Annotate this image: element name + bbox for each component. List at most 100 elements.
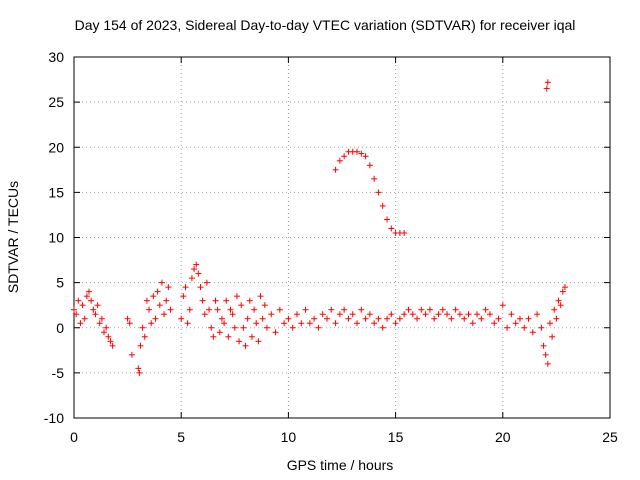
- data-point: [81, 315, 88, 322]
- data-point: [257, 293, 264, 300]
- data-point: [128, 351, 135, 358]
- chart-title: Day 154 of 2023, Sidereal Day-to-day VTE…: [75, 17, 576, 33]
- data-point: [156, 302, 163, 309]
- data-point: [328, 306, 335, 313]
- data-point: [94, 302, 101, 309]
- data-point: [184, 320, 191, 327]
- y-tick-label: 30: [48, 49, 64, 65]
- data-point: [499, 302, 506, 309]
- data-points: [71, 79, 568, 376]
- data-point: [233, 293, 240, 300]
- data-point: [452, 306, 459, 313]
- data-point: [302, 306, 309, 313]
- data-point: [227, 306, 234, 313]
- data-point: [557, 302, 564, 309]
- data-point: [253, 320, 260, 327]
- data-point: [193, 261, 200, 268]
- data-point: [135, 365, 142, 372]
- y-tick-label: 15: [48, 184, 64, 200]
- data-point: [268, 311, 275, 318]
- data-point: [561, 284, 568, 291]
- data-point: [354, 148, 361, 155]
- data-point: [491, 320, 498, 327]
- data-point: [152, 315, 159, 322]
- data-point: [242, 342, 249, 349]
- data-point: [418, 306, 425, 313]
- data-point: [167, 306, 174, 313]
- data-point: [240, 324, 247, 331]
- x-tick-label: 15: [388, 429, 404, 445]
- data-point: [495, 315, 502, 322]
- data-point: [124, 315, 131, 322]
- data-point: [109, 342, 116, 349]
- data-point: [223, 297, 230, 304]
- data-point: [444, 311, 451, 318]
- data-point: [559, 288, 566, 295]
- y-tick-label: 25: [48, 94, 64, 110]
- data-point: [336, 157, 343, 164]
- data-point: [555, 297, 562, 304]
- data-point: [358, 150, 365, 157]
- data-point: [255, 338, 262, 345]
- data-point: [336, 311, 343, 318]
- data-point: [396, 315, 403, 322]
- data-point: [549, 333, 556, 340]
- data-point: [474, 311, 481, 318]
- data-point: [88, 297, 95, 304]
- grid: [74, 57, 610, 418]
- data-point: [92, 311, 99, 318]
- data-point: [366, 311, 373, 318]
- data-point: [186, 306, 193, 313]
- data-point: [221, 320, 228, 327]
- data-point: [482, 306, 489, 313]
- data-point: [298, 320, 305, 327]
- data-point: [551, 306, 558, 313]
- data-point: [263, 324, 270, 331]
- tick-labels: 0 5 10 15 20 25 -10 -5 0 5 10 15 20 25 30: [44, 49, 618, 445]
- data-point: [553, 315, 560, 322]
- data-point: [512, 320, 519, 327]
- data-point: [86, 288, 93, 295]
- data-point: [349, 311, 356, 318]
- data-point: [163, 297, 170, 304]
- data-point: [388, 225, 395, 232]
- data-point: [534, 311, 541, 318]
- y-axis-label: SDTVAR / TECUs: [5, 181, 21, 293]
- data-point: [75, 297, 82, 304]
- data-point: [165, 284, 172, 291]
- data-point: [285, 315, 292, 322]
- data-point: [358, 306, 365, 313]
- data-point: [206, 306, 213, 313]
- data-point: [362, 315, 369, 322]
- data-point: [546, 320, 553, 327]
- data-point: [246, 297, 253, 304]
- data-point: [141, 333, 148, 340]
- data-point: [137, 342, 144, 349]
- data-point: [293, 311, 300, 318]
- data-point: [525, 315, 532, 322]
- data-point: [238, 302, 245, 309]
- data-point: [362, 153, 369, 160]
- data-point: [540, 342, 547, 349]
- data-point: [461, 315, 468, 322]
- data-point: [289, 324, 296, 331]
- data-point: [448, 315, 455, 322]
- data-point: [248, 333, 255, 340]
- data-point: [371, 320, 378, 327]
- data-point: [203, 279, 210, 286]
- data-point: [306, 320, 313, 327]
- data-point: [77, 320, 84, 327]
- data-point: [161, 311, 168, 318]
- data-point: [272, 329, 279, 336]
- data-point: [543, 85, 550, 92]
- data-point: [225, 333, 232, 340]
- data-point: [180, 293, 187, 300]
- data-point: [146, 306, 153, 313]
- y-tick-label: -10: [44, 410, 64, 426]
- data-point: [388, 311, 395, 318]
- x-tick-label: 5: [177, 429, 185, 445]
- data-point: [435, 311, 442, 318]
- data-point: [542, 351, 549, 358]
- data-point: [538, 324, 545, 331]
